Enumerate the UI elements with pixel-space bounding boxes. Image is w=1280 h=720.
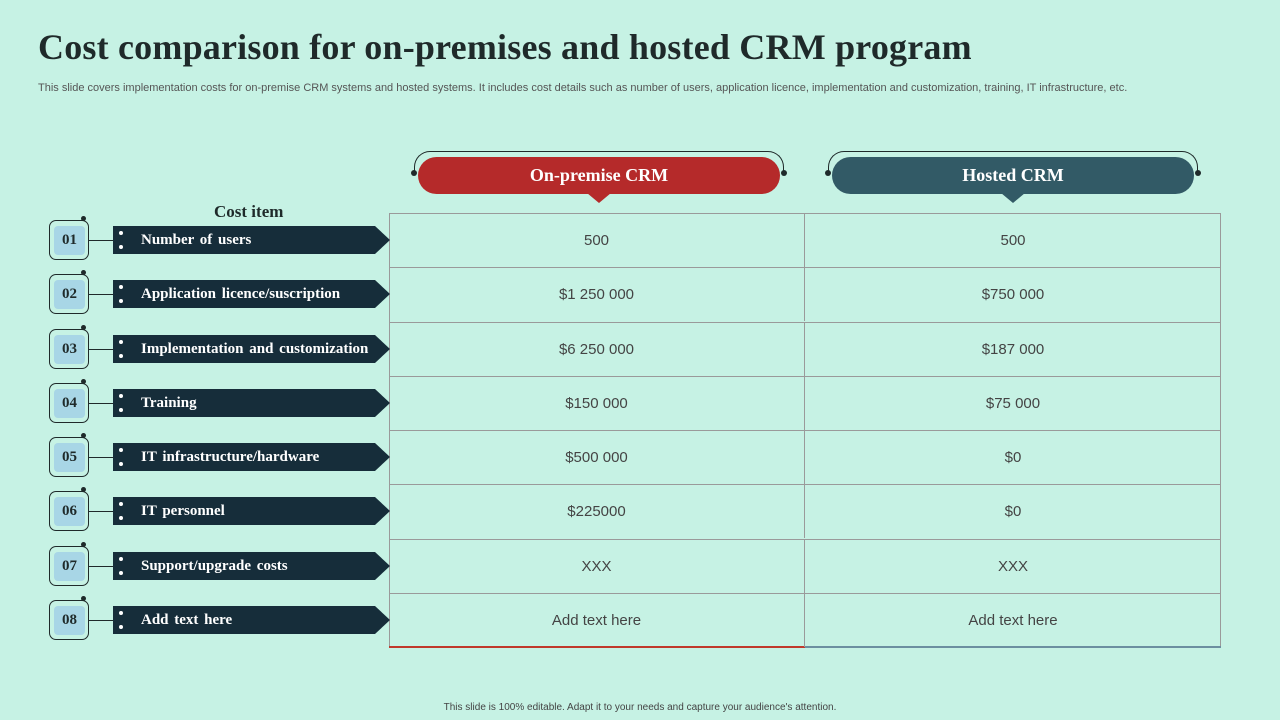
banner-dots-icon <box>119 284 123 304</box>
cost-item-banner: Training <box>113 389 390 417</box>
row-number-badge: 07 <box>49 542 89 586</box>
row-number: 08 <box>54 606 85 635</box>
cost-item-banner: Support/upgrade costs <box>113 552 390 580</box>
banner-dots-icon <box>119 501 123 521</box>
on-premise-cost-cell: XXX <box>389 539 805 593</box>
table-row: XXX XXX <box>389 539 1221 593</box>
row-number: 01 <box>54 226 85 255</box>
cost-item-header: Cost item <box>214 202 284 221</box>
cost-item-label: Number of users <box>141 231 252 248</box>
table-row-divider <box>389 322 1221 323</box>
hosted-cost-cell: $750 000 <box>981 285 1045 303</box>
row-number: 05 <box>54 443 85 472</box>
row-number: 07 <box>54 552 85 581</box>
banner-dots-icon <box>119 393 123 413</box>
table-row-divider <box>389 430 1221 431</box>
row-number-badge: 05 <box>49 433 89 477</box>
table-row: $6 250 000 $187 000 <box>389 322 1221 376</box>
table-bottom-accent-blue <box>805 646 1221 648</box>
table-row-divider <box>389 376 1221 377</box>
cost-item-banner: Application licence/suscription <box>113 280 390 308</box>
cost-item-label: Implementation and customization <box>141 340 369 357</box>
hosted-cost-cell: $0 <box>1004 448 1022 466</box>
row-number: 06 <box>54 497 85 526</box>
row-connector <box>89 620 113 622</box>
row-number: 03 <box>54 335 85 364</box>
table-row: Add text here Add text here <box>389 593 1221 647</box>
hosted-cost-cell: Add text here <box>968 611 1058 629</box>
slide-title: Cost comparison for on-premises and host… <box>38 27 972 67</box>
row-connector <box>89 511 113 513</box>
cost-item-banner: Implementation and customization <box>113 335 390 363</box>
row-number: 04 <box>54 389 85 418</box>
table-row-divider <box>389 593 1221 594</box>
banner-dots-icon <box>119 610 123 630</box>
row-connector <box>89 240 113 242</box>
slide-footer: This slide is 100% editable. Adapt it to… <box>443 702 837 713</box>
row-number-badge: 08 <box>49 596 89 640</box>
table-row-divider <box>389 539 1221 540</box>
row-number-badge: 06 <box>49 487 89 531</box>
on-premise-cost-cell: $225000 <box>389 484 805 538</box>
on-premise-cost-cell: $1 250 000 <box>389 267 805 321</box>
row-number-badge: 02 <box>49 270 89 314</box>
hosted-cost-cell: $0 <box>1004 502 1022 520</box>
cost-item-label: IT infrastructure/hardware <box>141 448 320 465</box>
cost-item-label: Support/upgrade costs <box>141 557 288 574</box>
header-pointer <box>587 193 611 203</box>
row-connector <box>89 294 113 296</box>
hosted-cost-cell: 500 <box>1000 231 1026 249</box>
table-row: $1 250 000 $750 000 <box>389 267 1221 321</box>
table-bottom-accent-red <box>389 646 805 648</box>
cost-item-label: Training <box>141 394 197 411</box>
row-number-badge: 01 <box>49 216 89 260</box>
table-row-divider <box>389 484 1221 485</box>
row-connector <box>89 457 113 459</box>
on-premise-crm-header: On-premise CRM <box>418 157 780 203</box>
cost-item-label: IT personnel <box>141 502 225 519</box>
table-row: $500 000 $0 <box>389 430 1221 484</box>
slide-subtitle: This slide covers implementation costs f… <box>38 82 1128 94</box>
row-number: 02 <box>54 280 85 309</box>
hosted-cost-cell: $75 000 <box>985 394 1041 412</box>
banner-dots-icon <box>119 230 123 250</box>
cost-item-label: Application licence/suscription <box>141 285 341 302</box>
on-premise-crm-header-label: On-premise CRM <box>529 165 669 185</box>
hosted-cost-cell: $187 000 <box>981 340 1045 358</box>
hosted-crm-header-label: Hosted CRM <box>962 165 1064 185</box>
row-connector <box>89 403 113 405</box>
row-connector <box>89 566 113 568</box>
banner-dots-icon <box>119 339 123 359</box>
on-premise-cost-cell: 500 <box>389 213 805 267</box>
on-premise-cost-cell: $150 000 <box>389 376 805 430</box>
table-row: 500 500 <box>389 213 1221 267</box>
hosted-cost-cell: XXX <box>997 557 1028 575</box>
hosted-crm-header: Hosted CRM <box>832 157 1194 203</box>
on-premise-cost-cell: $500 000 <box>389 430 805 484</box>
on-premise-cost-cell: $6 250 000 <box>389 322 805 376</box>
banner-dots-icon <box>119 556 123 576</box>
header-pointer <box>1001 193 1025 203</box>
row-connector <box>89 349 113 351</box>
cost-item-label: Add text here <box>141 611 233 628</box>
cost-item-banner: IT personnel <box>113 497 390 525</box>
banner-dots-icon <box>119 447 123 467</box>
cost-item-banner: Number of users <box>113 226 390 254</box>
on-premise-cost-cell: Add text here <box>389 593 805 647</box>
cost-item-banner: IT infrastructure/hardware <box>113 443 390 471</box>
cost-item-banner: Add text here <box>113 606 390 634</box>
table-row-divider <box>389 267 1221 268</box>
row-number-badge: 03 <box>49 325 89 369</box>
table-row: $150 000 $75 000 <box>389 376 1221 430</box>
row-number-badge: 04 <box>49 379 89 423</box>
table-row: $225000 $0 <box>389 484 1221 538</box>
